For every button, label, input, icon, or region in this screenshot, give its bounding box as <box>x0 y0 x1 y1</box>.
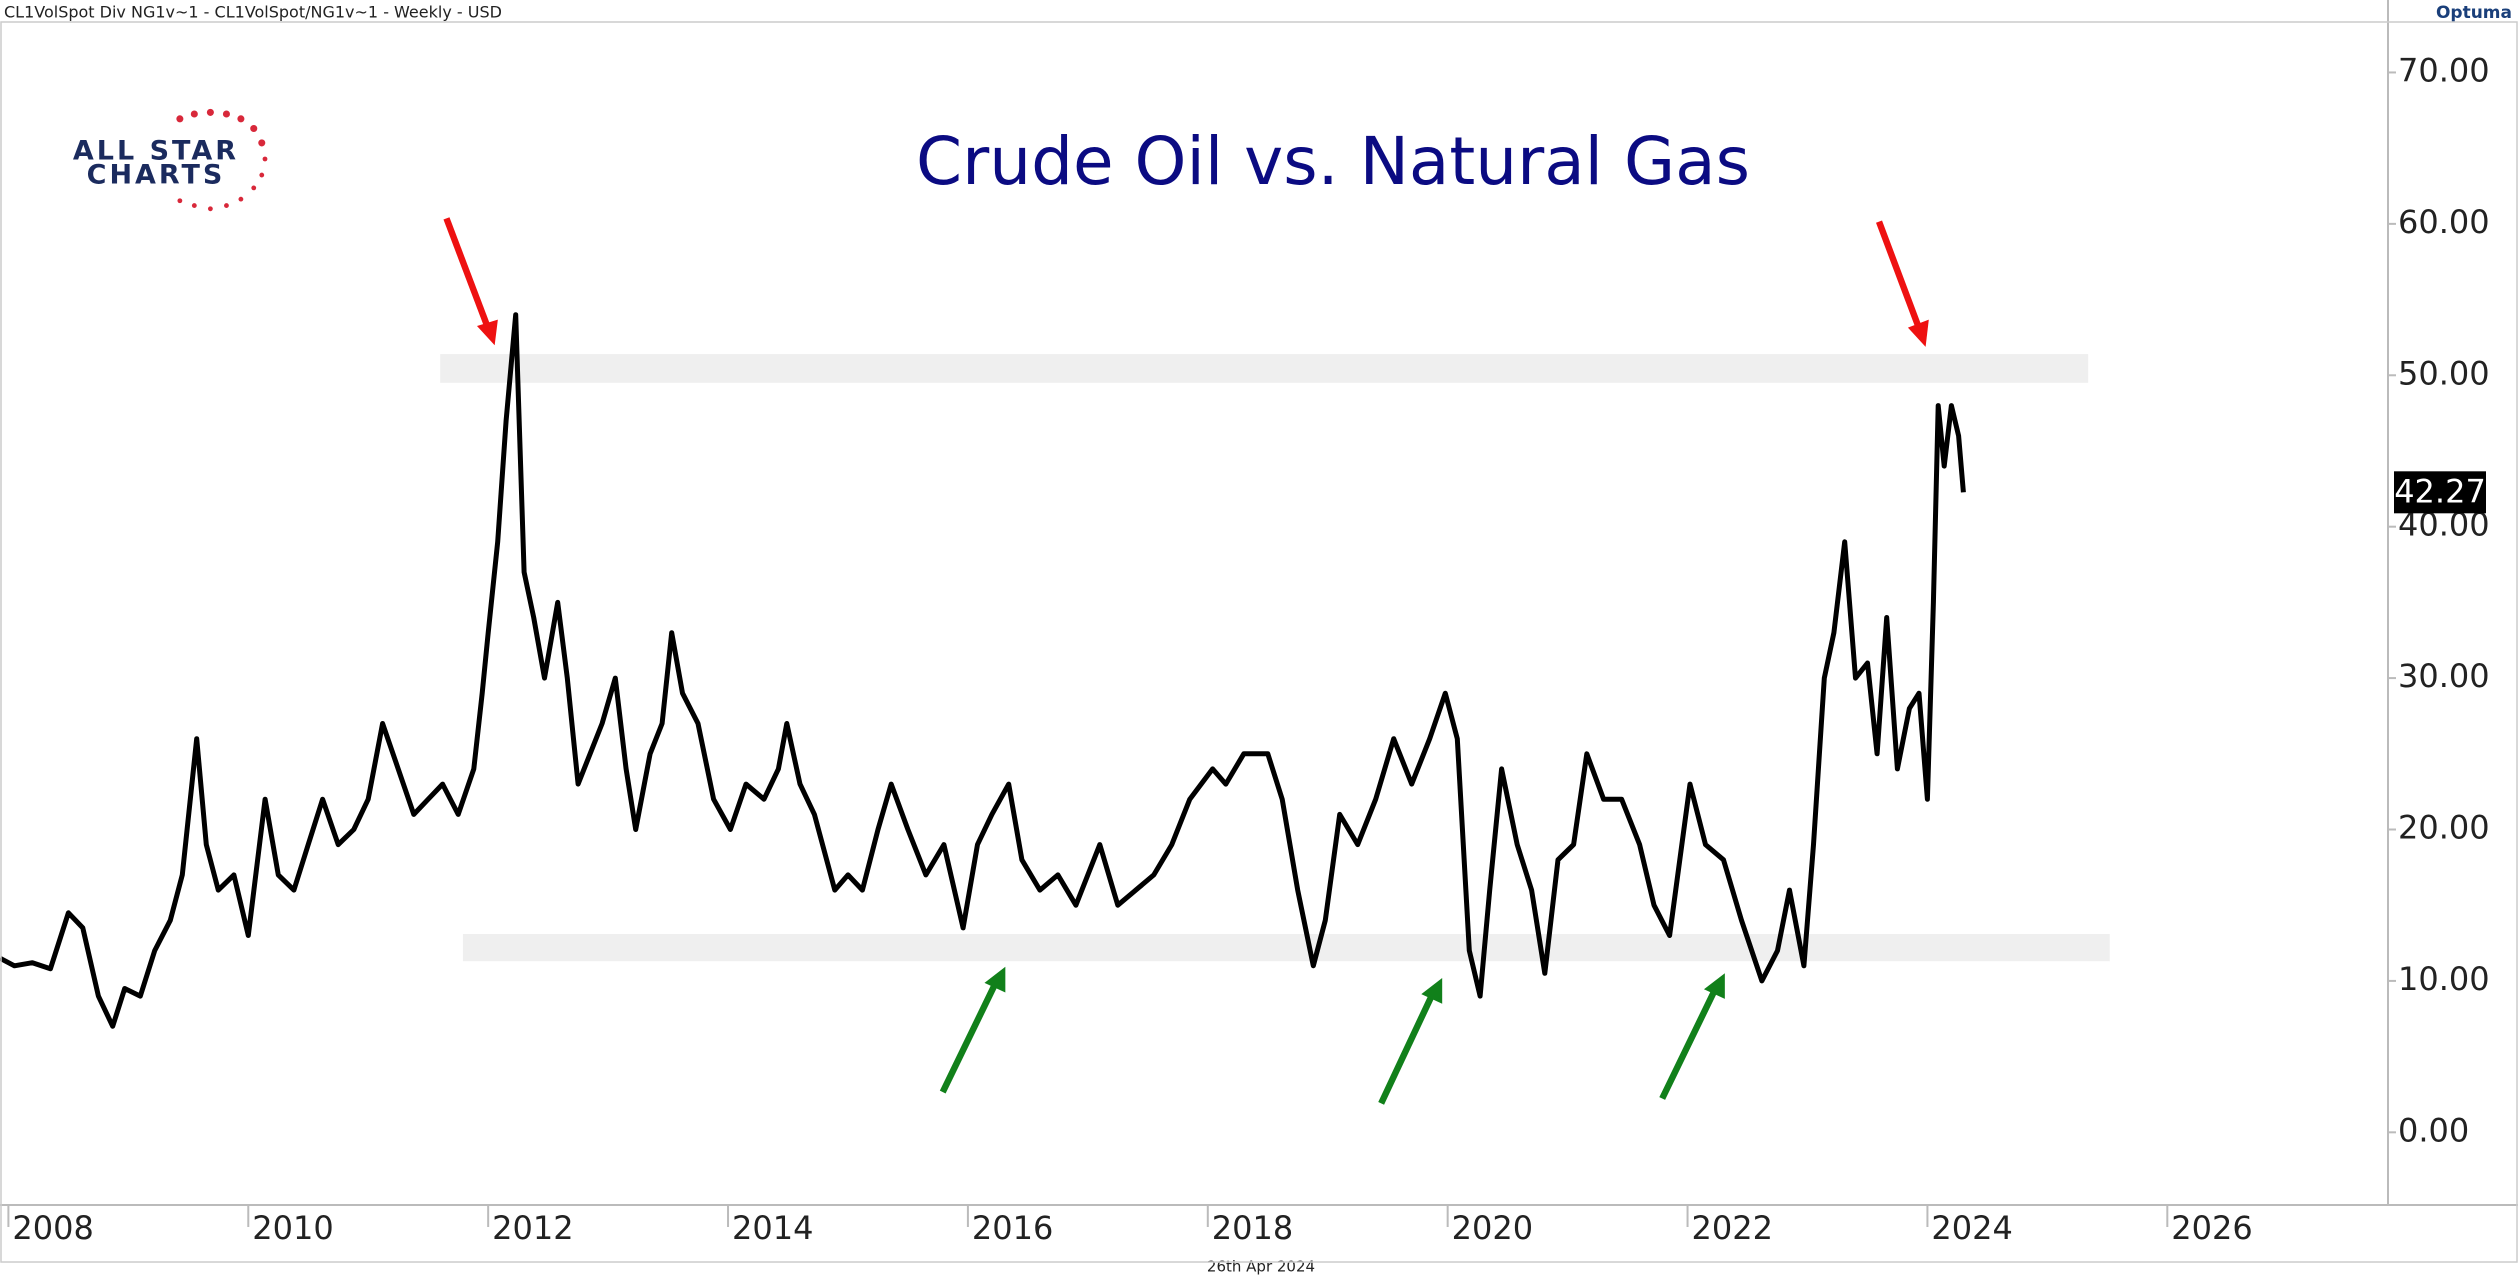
source-label: CL1VolSpot Div NG1v~1 - CL1VolSpot/NG1v~… <box>4 3 502 22</box>
y-tick-label: 60.00 <box>2398 203 2490 241</box>
logo-text: CHARTS <box>87 160 226 191</box>
brand: Optuma <box>2436 3 2512 23</box>
y-tick-label: 0.00 <box>2398 1111 2469 1149</box>
green-arrows <box>939 966 1725 1105</box>
frame <box>0 21 2518 1263</box>
x-tick-label: 2008 <box>12 1209 93 1247</box>
y-tick-label: 70.00 <box>2398 51 2490 89</box>
last-value-box <box>2394 471 2486 514</box>
y-tick-label: 10.00 <box>2398 960 2490 998</box>
date-label: 26th Apr 2024 <box>1207 1258 1315 1276</box>
chart-title: Crude Oil vs. Natural Gas <box>916 123 1750 200</box>
x-tick-label: 2010 <box>252 1209 333 1247</box>
x-tick-label: 2012 <box>492 1209 573 1247</box>
x-tick-label: 2016 <box>972 1209 1053 1247</box>
zone <box>440 354 2089 383</box>
x-tick-label: 2014 <box>732 1209 813 1247</box>
annotations <box>176 108 1929 1105</box>
zone <box>462 933 2110 962</box>
x-tick-label: 2022 <box>1692 1209 1773 1247</box>
logo-text: ALL STAR <box>73 136 239 167</box>
x-tick-label: 2026 <box>2171 1209 2252 1247</box>
last-value-label: 42.27 <box>2394 472 2486 510</box>
x-tick-label: 2020 <box>1452 1209 1533 1247</box>
x-tick-label: 2018 <box>1212 1209 1293 1247</box>
red-arrows <box>443 217 1929 347</box>
line <box>0 312 1966 1029</box>
plot-area <box>0 312 2110 1029</box>
logo-stars <box>176 108 268 212</box>
y-tick-label: 50.00 <box>2398 354 2490 392</box>
y-tick-label: 20.00 <box>2398 809 2490 847</box>
x-tick-label: 2024 <box>1931 1209 2012 1247</box>
y-tick-label: 30.00 <box>2398 657 2490 695</box>
